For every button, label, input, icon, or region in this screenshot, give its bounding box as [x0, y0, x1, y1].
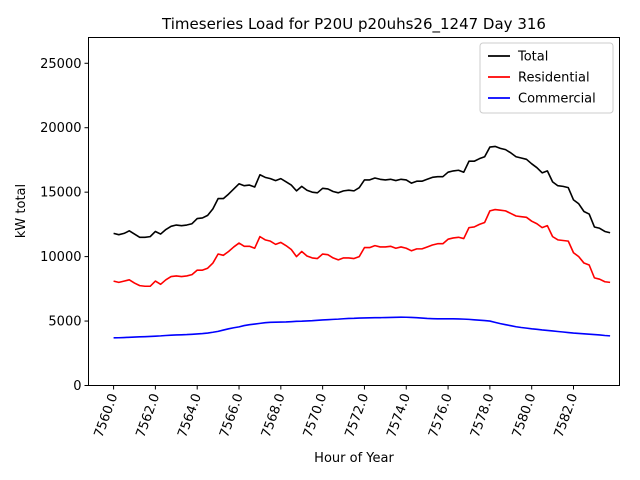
legend-label-commercial: Commercial [518, 92, 596, 107]
y-tick-label: 20000 [40, 121, 81, 136]
series-lines [113, 145, 611, 339]
legend-label-residential: Residential [518, 71, 590, 86]
y-tick-label: 5000 [48, 315, 81, 330]
y-axis: 0 5000 10000 15000 20000 25000 [40, 57, 89, 394]
y-tick-label: 10000 [40, 250, 81, 265]
legend-label-total: Total [517, 50, 548, 65]
y-tick-label: 15000 [40, 186, 81, 201]
series-line-residential [113, 208, 611, 288]
series-line-commercial [113, 316, 611, 339]
legend: Total Residential Commercial [479, 42, 614, 114]
y-axis-label: kW total [14, 184, 29, 238]
legend-box [479, 42, 614, 114]
plot-frame [88, 37, 620, 386]
series-line-total [113, 145, 611, 239]
y-tick-label: 25000 [40, 57, 81, 72]
x-axis-label: Hour of Year [314, 451, 394, 466]
y-tick-label: 0 [73, 379, 81, 394]
chart-title: Timeseries Load for P20U p20uhs26_1247 D… [161, 15, 546, 34]
